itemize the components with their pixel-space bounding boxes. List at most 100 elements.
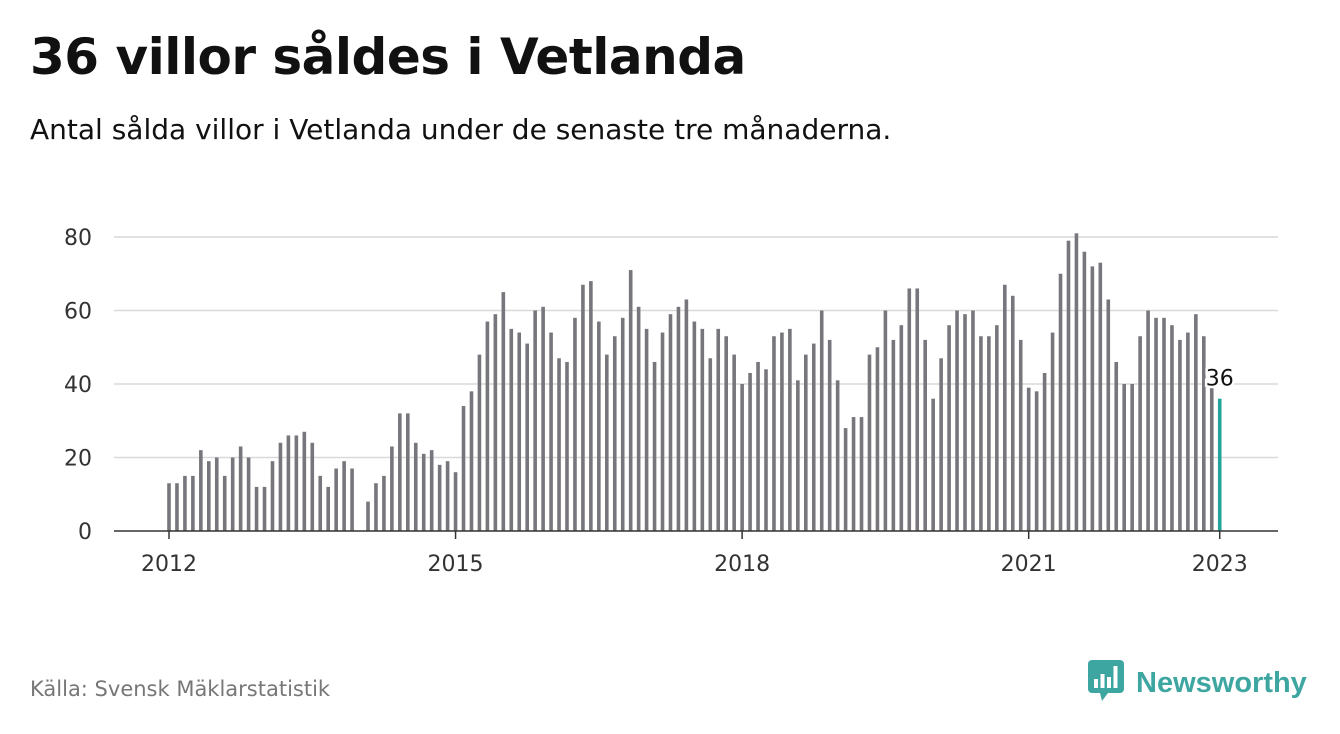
bar: [851, 417, 856, 531]
bar: [931, 398, 935, 531]
bar: [708, 358, 713, 531]
x-tick-label: 2015: [428, 552, 484, 577]
bar: [1106, 299, 1111, 531]
bar: [1194, 314, 1198, 531]
bar: [597, 321, 601, 531]
bar: [294, 435, 299, 531]
bar: [382, 475, 386, 531]
bar: [342, 461, 346, 531]
x-tick-label: 2023: [1192, 552, 1248, 577]
bar: [581, 284, 585, 531]
bar: [222, 475, 227, 531]
bar: [963, 314, 967, 531]
bar: [796, 380, 800, 531]
bar: [1178, 339, 1182, 531]
y-tick-label: 80: [64, 226, 92, 251]
bar: [756, 361, 760, 531]
bar: [979, 336, 983, 531]
bar: [557, 358, 561, 531]
y-tick-label: 60: [64, 300, 92, 325]
bar: [1146, 310, 1150, 531]
x-tick-label: 2012: [141, 552, 197, 577]
bar: [429, 450, 434, 531]
bar: [1154, 317, 1158, 531]
bar: [1082, 251, 1087, 531]
bar: [835, 380, 840, 531]
bar: [1202, 336, 1206, 531]
bar: [350, 468, 354, 531]
bar: [1114, 361, 1119, 531]
bar: [955, 310, 959, 531]
bar: [804, 354, 808, 531]
bar: [1066, 240, 1071, 532]
bar: [740, 384, 744, 531]
bar: [780, 332, 784, 531]
bar: [565, 361, 569, 531]
bar: [883, 310, 888, 531]
bar: [692, 321, 697, 531]
bar: [175, 483, 179, 531]
bar: [469, 391, 474, 531]
bar: [1130, 384, 1134, 531]
bar: [573, 317, 577, 531]
bar: [199, 450, 203, 531]
bar: [278, 442, 283, 531]
bar: [493, 314, 498, 531]
bar: [939, 358, 943, 531]
bar: [485, 321, 490, 531]
bar: [1138, 336, 1142, 531]
bar: [533, 310, 537, 531]
bar: [668, 314, 673, 531]
bar: [724, 336, 728, 531]
bar: [541, 306, 545, 531]
bar: [995, 325, 999, 531]
bar: [636, 306, 641, 531]
bar: [859, 417, 864, 531]
bar: [549, 332, 553, 531]
bar: [628, 270, 633, 531]
bar: [230, 457, 235, 531]
bar: [660, 332, 665, 531]
y-tick-label: 40: [64, 373, 92, 398]
bar: [923, 339, 927, 531]
bar: [517, 332, 522, 531]
bar: [899, 325, 904, 531]
bar: [413, 442, 418, 531]
bar: [525, 343, 529, 531]
bar: [1170, 325, 1174, 531]
bar: [891, 339, 896, 531]
bar: [732, 354, 736, 531]
x-tick-label: 2021: [1001, 552, 1057, 577]
bar: [819, 310, 824, 531]
bar: [302, 431, 307, 531]
brand-logo[interactable]: Newsworthy: [1088, 660, 1307, 706]
bar: [843, 428, 848, 531]
y-axis-ticks: 0 20 40 60 80: [64, 226, 92, 545]
bar: [644, 328, 649, 531]
bar: [612, 336, 617, 531]
bar: [947, 325, 951, 531]
bar: [748, 372, 752, 531]
bar: [374, 483, 378, 531]
bar: [183, 475, 187, 531]
bar: [421, 453, 426, 531]
bar: [1162, 317, 1166, 531]
bar: [915, 288, 920, 531]
bar: [326, 486, 330, 531]
bar: [207, 461, 211, 531]
bar: [501, 292, 506, 531]
bar: [700, 328, 705, 531]
bar: [652, 361, 657, 531]
last-value-label: 36: [1206, 367, 1234, 392]
bar: [1034, 391, 1039, 531]
bar: [867, 354, 872, 531]
bar: [1010, 295, 1015, 531]
bar: [318, 475, 323, 531]
bar: [1018, 339, 1023, 531]
bar: [589, 281, 593, 531]
bar: [191, 475, 195, 531]
bar: [445, 461, 450, 531]
bar: [1050, 332, 1055, 531]
bar: [1090, 266, 1095, 531]
bar: [684, 299, 689, 531]
